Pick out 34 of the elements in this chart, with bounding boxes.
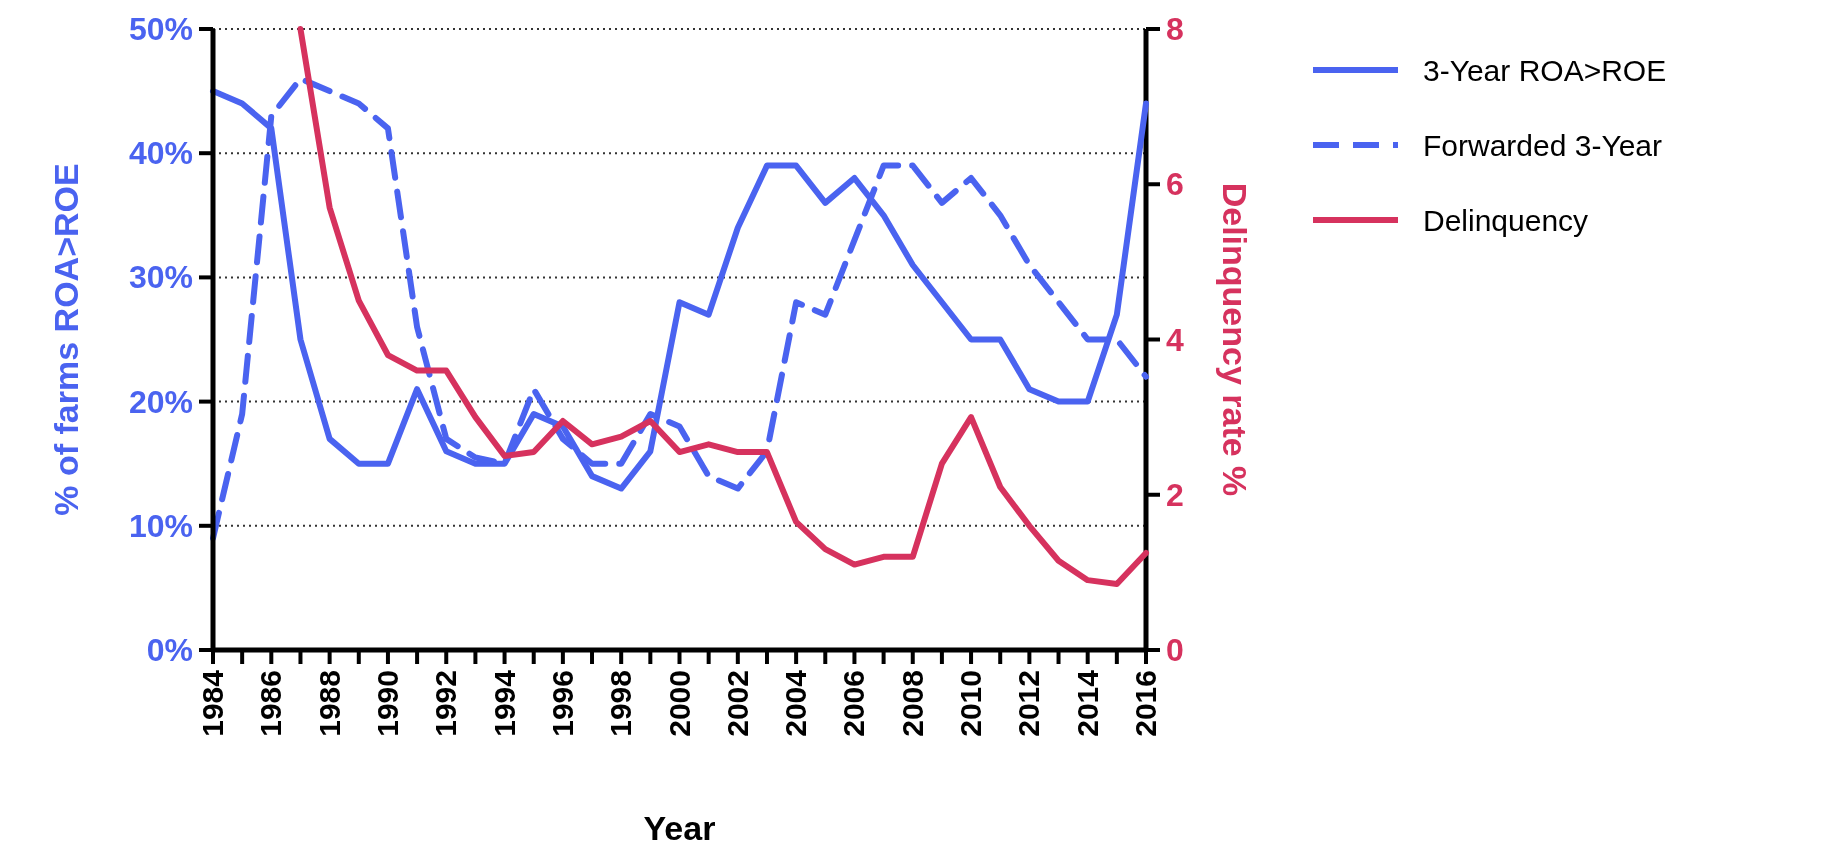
x-tick-label: 2002 <box>720 670 754 737</box>
x-tick-label: 1984 <box>196 669 229 737</box>
x-tick-label: 2012 <box>1012 670 1046 737</box>
x-tick-label: 1992 <box>429 670 463 737</box>
y2-tick-label: 4 <box>1166 321 1184 358</box>
x-tick-label: 2004 <box>779 669 813 737</box>
legend-label: Delinquency <box>1423 204 1589 237</box>
x-tick-label: 1986 <box>254 670 288 737</box>
legend-label: Forwarded 3-Year <box>1423 129 1663 162</box>
y-tick-label: 0% <box>146 632 193 668</box>
x-tick-label: 1996 <box>545 670 579 737</box>
x-tick-label: 1990 <box>370 670 404 737</box>
y-tick-label: 10% <box>128 507 193 544</box>
y2-tick-label: 8 <box>1166 11 1184 47</box>
y-tick-label: 30% <box>128 259 193 296</box>
x-tick-label: 2006 <box>837 670 871 737</box>
legend-label: 3-Year ROA>ROE <box>1423 54 1667 87</box>
y-tick-label: 50% <box>128 11 193 47</box>
x-tick-label: 2014 <box>1070 669 1104 737</box>
x-tick-label: 1994 <box>487 669 521 737</box>
y-tick-label: 20% <box>128 383 193 420</box>
y-tick-label: 40% <box>128 135 193 172</box>
x-tick-label: 1988 <box>312 670 346 737</box>
y2-tick-label: 2 <box>1166 476 1184 513</box>
y2-axis-title: Delinquency rate % <box>1216 182 1254 497</box>
x-tick-label: 1998 <box>604 670 638 737</box>
y2-tick-label: 6 <box>1166 166 1184 203</box>
x-tick-label: 2016 <box>1129 670 1162 737</box>
x-axis-title: Year <box>643 809 716 847</box>
x-tick-label: 2000 <box>662 670 696 737</box>
y2-tick-label: 0 <box>1166 632 1184 668</box>
x-tick-label: 2010 <box>954 670 988 737</box>
y-axis-title: % of farms ROA>ROE <box>47 163 85 516</box>
x-tick-label: 2008 <box>895 670 929 737</box>
